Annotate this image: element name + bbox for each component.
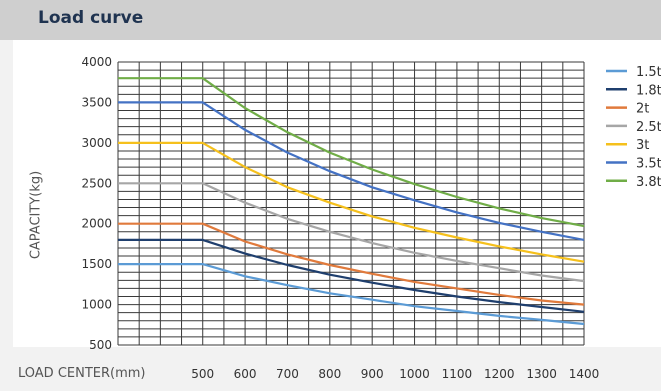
x-tick-label: 1100 xyxy=(442,367,473,381)
y-tick-label: 1500 xyxy=(81,257,112,271)
legend-label-3t: 3t xyxy=(636,138,649,153)
x-tick-label: 900 xyxy=(361,367,384,381)
legend-label-3-8t: 3.8t xyxy=(636,175,661,190)
series-line-1-8t xyxy=(118,238,585,313)
footer-bar xyxy=(0,347,661,391)
x-tick-label: 1000 xyxy=(399,367,430,381)
x-tick-label: 1200 xyxy=(484,367,515,381)
series-line-1-5t xyxy=(118,263,585,326)
legend-label-2-5t: 2.5t xyxy=(636,120,661,135)
x-tick-label: 700 xyxy=(276,367,299,381)
y-tick-label: 4000 xyxy=(81,55,112,69)
x-tick-label: 600 xyxy=(234,367,257,381)
x-tick-label: 1300 xyxy=(526,367,557,381)
legend-label-1-8t: 1.8t xyxy=(636,83,661,98)
y-tick-label: 2500 xyxy=(81,176,112,190)
y-tick-label: 500 xyxy=(89,338,112,352)
series-line-3-5t xyxy=(118,101,585,241)
chart-panel xyxy=(13,40,661,347)
y-tick-label: 2000 xyxy=(81,217,112,231)
series-line-3t xyxy=(118,141,585,263)
x-tick-label: 800 xyxy=(318,367,341,381)
legend-label-1-5t: 1.5t xyxy=(636,65,661,80)
legend-label-2t: 2t xyxy=(636,102,649,117)
legend-label-3-5t: 3.5t xyxy=(636,157,661,172)
y-tick-label: 3500 xyxy=(81,95,112,109)
x-tick-label: 1400 xyxy=(569,367,600,381)
series-line-2t xyxy=(118,222,585,306)
series-line-3-8t xyxy=(118,77,585,228)
y-tick-label: 3000 xyxy=(81,136,112,150)
page-title: Load curve xyxy=(38,8,144,28)
series-line-2-5t xyxy=(118,182,585,283)
x-axis-label: LOAD CENTER(mm) xyxy=(18,366,146,381)
x-tick-label: 500 xyxy=(191,367,214,381)
y-tick-label: 1000 xyxy=(81,298,112,312)
header-bar: Load curve xyxy=(0,0,661,40)
